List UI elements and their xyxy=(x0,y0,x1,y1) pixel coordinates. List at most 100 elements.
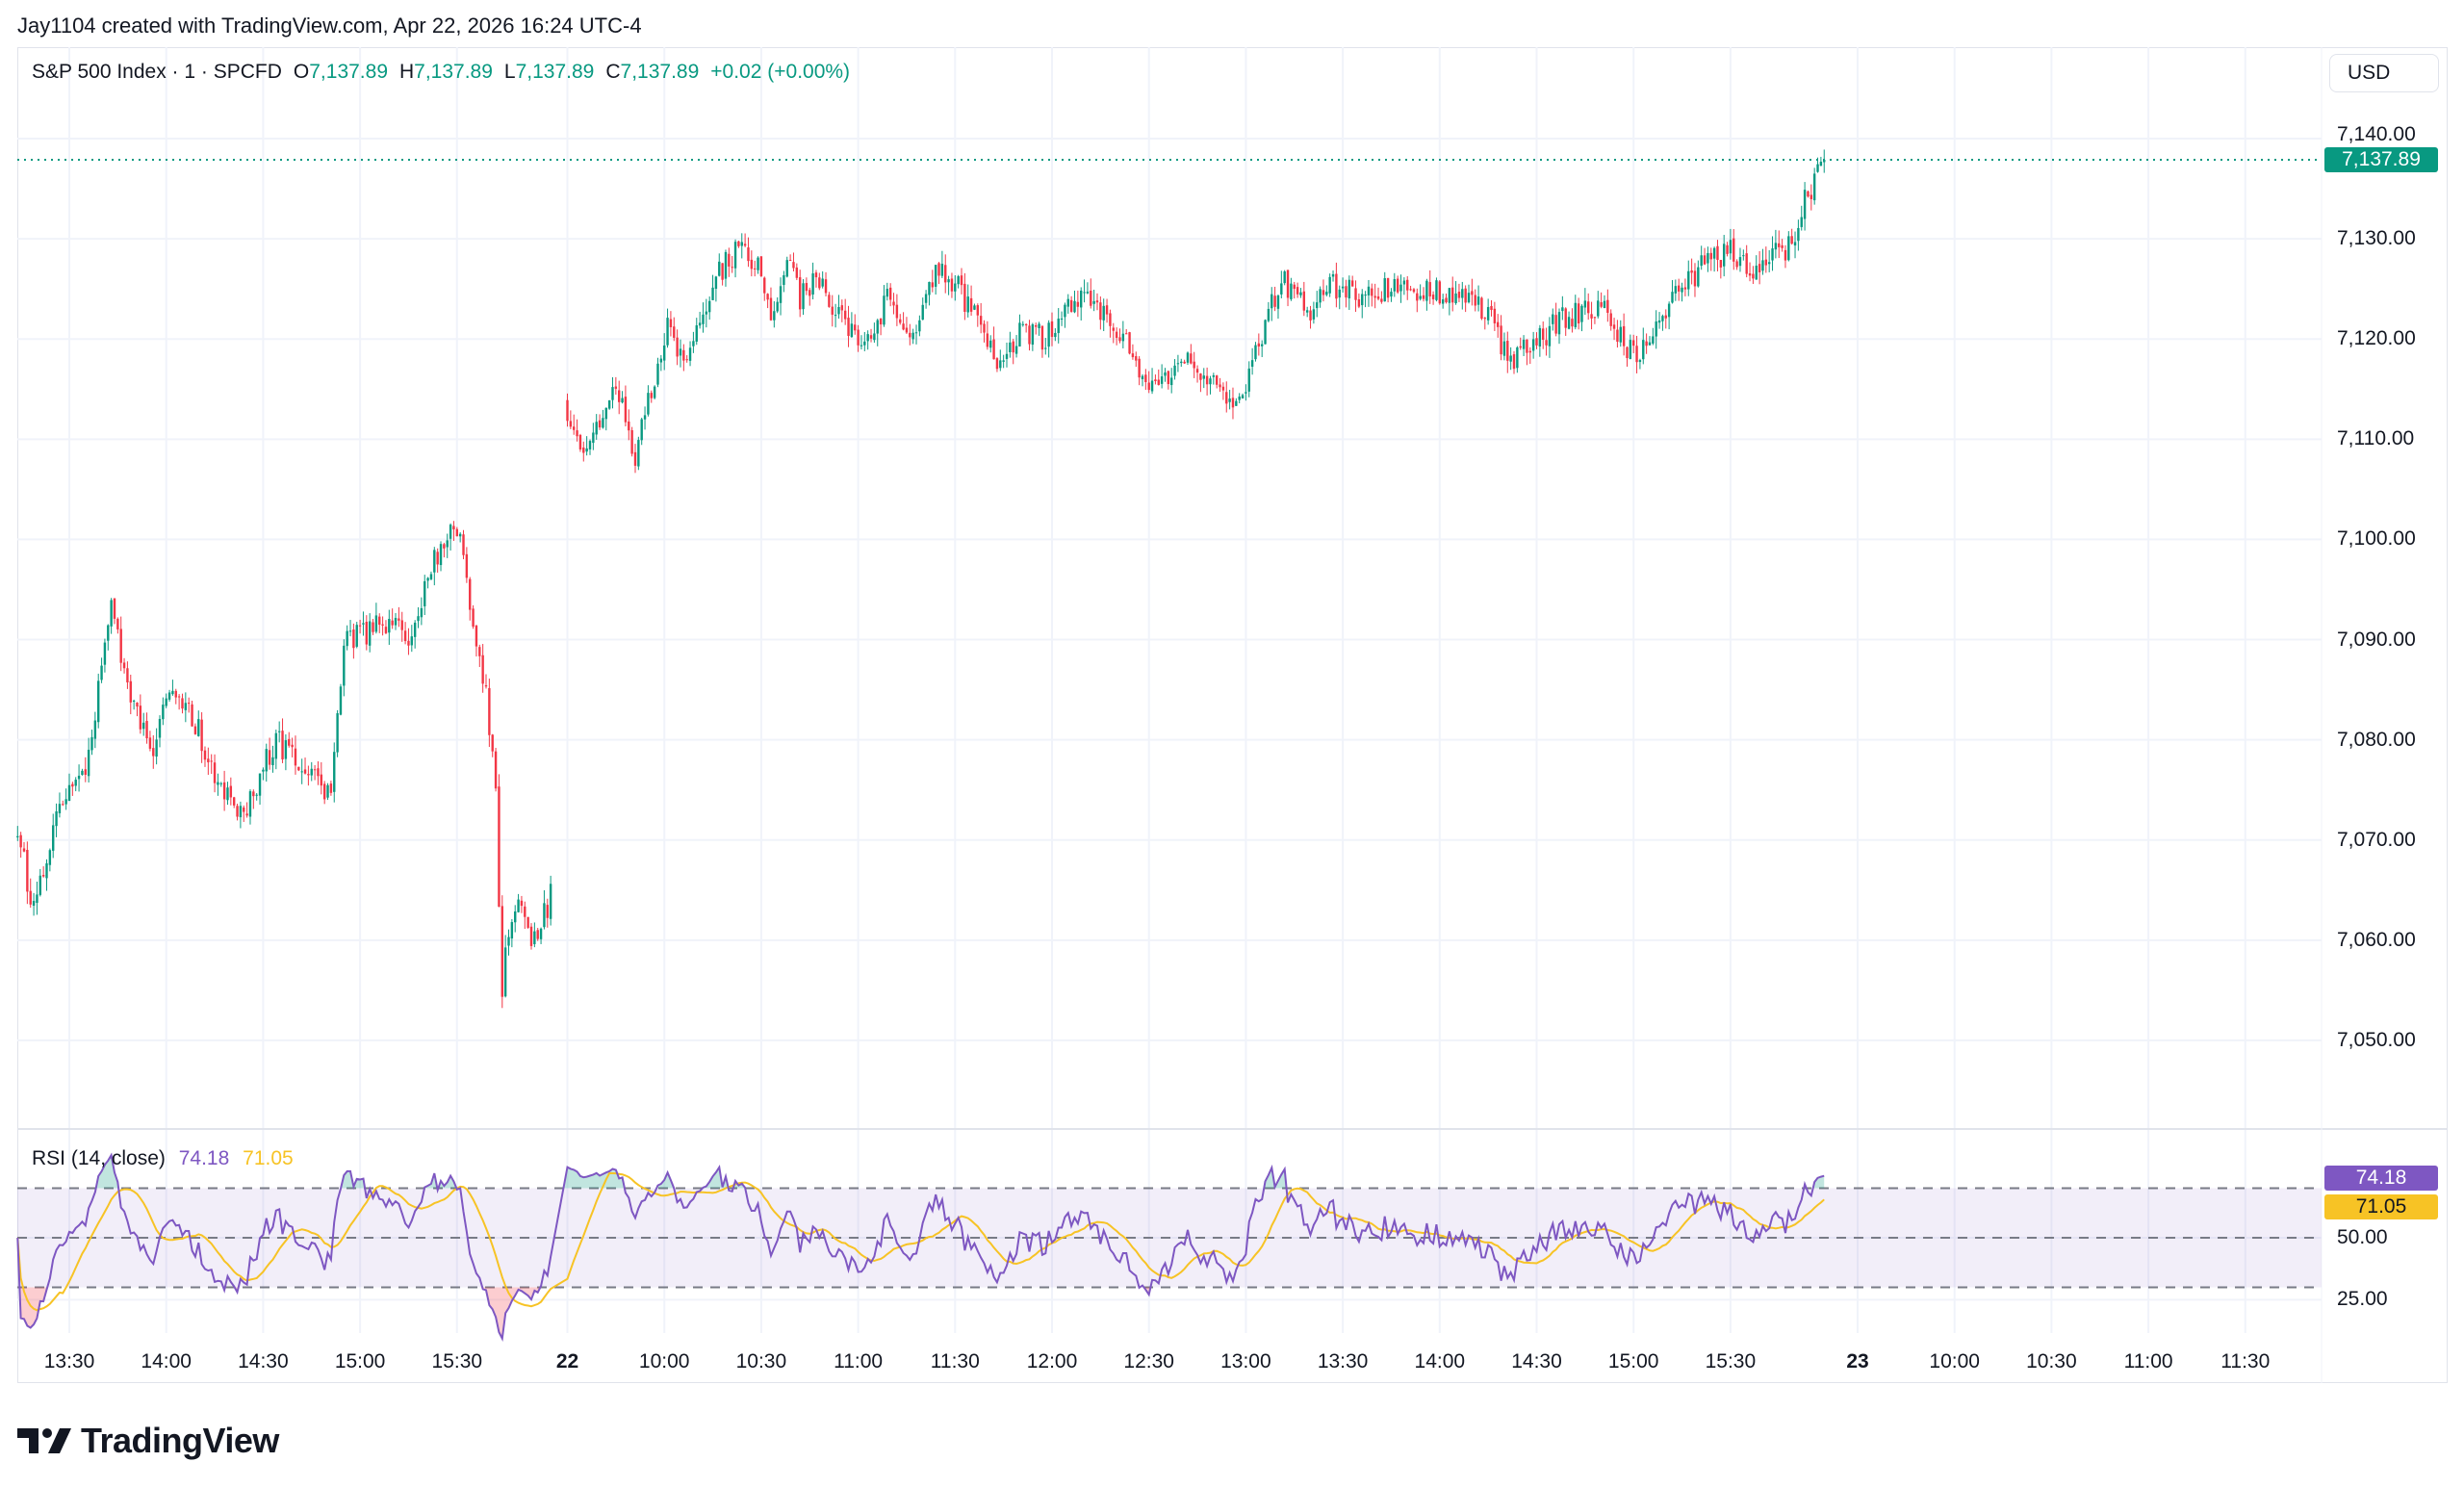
candle-body xyxy=(883,295,886,325)
candle-body xyxy=(947,279,950,283)
candle-body xyxy=(1386,277,1390,298)
candle-body xyxy=(695,325,698,342)
candle-body xyxy=(598,420,602,428)
high-value: 7,137.89 xyxy=(414,61,493,83)
candle-body xyxy=(274,732,278,759)
candle-body xyxy=(1092,300,1095,304)
candle-body xyxy=(1283,271,1286,284)
currency-button[interactable]: USD xyxy=(2329,54,2439,92)
candle-body xyxy=(1638,360,1642,363)
candle-body xyxy=(520,900,524,907)
candle-body xyxy=(1419,295,1422,299)
candles xyxy=(16,149,1826,1009)
candle-body xyxy=(621,398,624,403)
candle-body xyxy=(1587,301,1590,314)
candle-body xyxy=(478,647,481,656)
rsi-value-badge: 74.18 xyxy=(2324,1165,2438,1191)
symbol-name[interactable]: S&P 500 Index · 1 · SPCFD xyxy=(32,61,282,83)
candle-body xyxy=(200,719,203,752)
candle-body xyxy=(1060,318,1064,320)
rsi-tick-label: 50.00 xyxy=(2337,1226,2388,1248)
candle-body xyxy=(1193,361,1195,369)
candle-body xyxy=(32,901,36,906)
candle-body xyxy=(1548,325,1552,346)
candle-body xyxy=(1286,269,1290,298)
candle-body xyxy=(174,690,177,698)
candle-body xyxy=(403,630,407,642)
candle-body xyxy=(659,358,663,363)
candle-body xyxy=(1024,323,1028,326)
candle-body xyxy=(165,698,167,706)
tradingview-logo[interactable]: TradingView xyxy=(17,1421,279,1461)
candle-body xyxy=(1141,375,1144,379)
candle-body xyxy=(1225,392,1228,404)
candle-body xyxy=(692,341,695,346)
candle-body xyxy=(682,349,685,361)
candle-body xyxy=(136,702,139,707)
candle-body xyxy=(126,668,129,683)
candle-body xyxy=(1735,261,1738,268)
candle-body xyxy=(1528,350,1531,353)
candle-body xyxy=(64,799,67,805)
high-label: H xyxy=(399,61,415,83)
candle-body xyxy=(132,700,136,702)
candle-body xyxy=(1354,288,1357,300)
rsi-legend[interactable]: RSI (14, close) 74.18 71.05 xyxy=(32,1147,294,1170)
candle-body xyxy=(1697,267,1700,287)
candle-body xyxy=(148,737,152,749)
candle-body xyxy=(763,277,766,294)
time-tick-label: 15:30 xyxy=(1705,1350,1757,1373)
candle-body xyxy=(1319,289,1322,303)
candle-body xyxy=(595,422,598,435)
candle-body xyxy=(236,806,239,817)
candle-body xyxy=(1031,324,1035,346)
candle-body xyxy=(436,552,439,565)
time-tick-label: 14:00 xyxy=(141,1350,192,1373)
grid-lines xyxy=(17,47,2322,1333)
candle-body xyxy=(1183,361,1186,364)
candle-body xyxy=(1293,284,1296,290)
candle-body xyxy=(1219,384,1221,388)
chart-caption: Jay1104 created with TradingView.com, Ap… xyxy=(17,13,642,38)
candle-body xyxy=(569,421,573,427)
price-tick-label: 7,140.00 xyxy=(2337,123,2416,145)
candle-body xyxy=(1693,270,1697,287)
candle-body xyxy=(1600,302,1603,307)
candle-body xyxy=(1683,287,1687,290)
candle-body xyxy=(924,294,928,303)
candle-body xyxy=(1616,329,1619,343)
candle-body xyxy=(500,906,503,997)
change-value: +0.02 (+0.00%) xyxy=(710,61,851,83)
candle-body xyxy=(355,625,358,647)
candle-body xyxy=(707,300,711,313)
candle-body xyxy=(388,619,391,633)
candle-body xyxy=(384,627,388,633)
candle-body xyxy=(983,323,986,333)
candle-body xyxy=(1554,315,1557,334)
candle-body xyxy=(633,451,637,466)
candle-body xyxy=(1212,375,1216,377)
last-price-badge: 7,137.89 xyxy=(2324,147,2438,172)
symbol-legend[interactable]: S&P 500 Index · 1 · SPCFD O 7,137.89 H 7,1… xyxy=(32,61,850,84)
candle-body xyxy=(1771,248,1774,261)
time-tick-label: 13:30 xyxy=(1317,1350,1369,1373)
candle-body xyxy=(378,616,381,626)
candle-body xyxy=(1121,333,1125,342)
candle-body xyxy=(640,419,643,441)
candle-body xyxy=(524,906,526,917)
candle-body xyxy=(905,327,909,333)
candle-body xyxy=(1383,278,1386,302)
candle-body xyxy=(989,340,992,348)
candle-body xyxy=(650,393,653,398)
candle-body xyxy=(1778,243,1781,247)
candle-body xyxy=(1128,332,1131,354)
candle-body xyxy=(1552,314,1554,324)
candle-body xyxy=(297,766,300,771)
candle-body xyxy=(1245,392,1247,394)
candle-body xyxy=(1241,395,1245,399)
candle-body xyxy=(837,306,840,315)
candle-body xyxy=(831,306,834,315)
candle-body xyxy=(368,621,372,646)
time-tick-label: 14:30 xyxy=(238,1350,289,1373)
